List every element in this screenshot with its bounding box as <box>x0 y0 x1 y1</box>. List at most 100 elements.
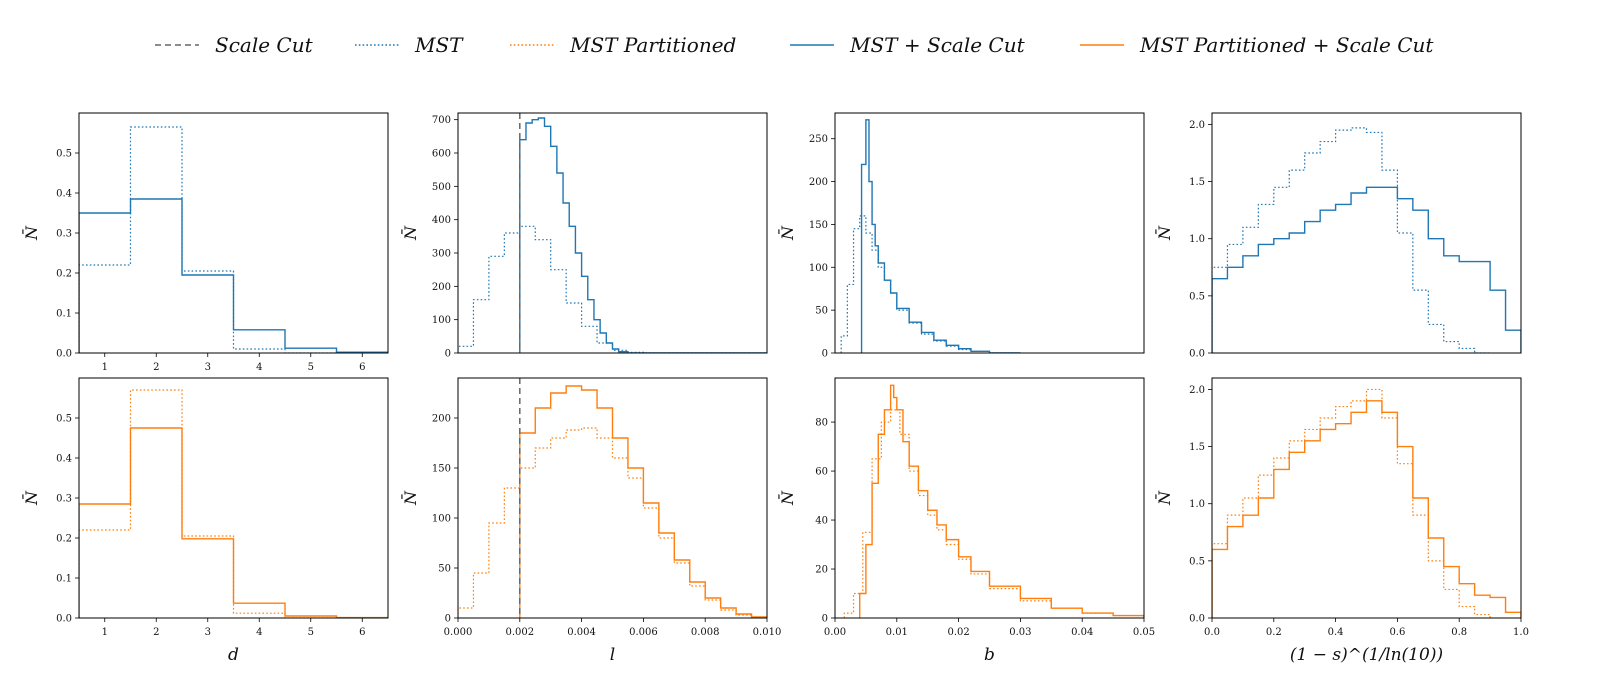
x-tick-label: 3 <box>205 362 211 373</box>
y-tick-label: 0.0 <box>1189 614 1205 625</box>
y-tick-label: 0.5 <box>56 149 72 160</box>
axes-frame <box>457 377 768 619</box>
x-tick-label: 0.04 <box>1071 627 1093 638</box>
series-orange-solid <box>1212 400 1521 618</box>
y-tick-label: 0.5 <box>1189 556 1205 567</box>
x-tick-label: 5 <box>308 627 314 638</box>
y-tick-label: 300 <box>432 249 451 260</box>
series-orange-solid <box>79 427 388 618</box>
x-tick-label: 0.004 <box>567 627 596 638</box>
y-tick-label: 100 <box>809 263 828 274</box>
y-tick-label: 50 <box>438 564 451 575</box>
y-tick-label: 200 <box>809 177 828 188</box>
y-axis-label: N̄ <box>1153 490 1174 506</box>
x-tick-label: 0.4 <box>1328 627 1344 638</box>
x-axis-label: (1 − s)^(1/ln(10)) <box>1290 645 1443 665</box>
y-tick-label: 0 <box>822 349 828 360</box>
panel-1-3: 0.0 0.5 1.0 1.5 2.0 0.0 0.2 0.4 0.6 0.8 1.0 N̄ (1 − … <box>1153 377 1529 665</box>
y-tick-label: 1.0 <box>1189 499 1205 510</box>
y-tick-label: 1.0 <box>1189 234 1205 245</box>
y-tick-label: 100 <box>432 315 451 326</box>
y-axis-label: N̄ <box>1153 225 1174 241</box>
y-tick-label: 600 <box>432 149 451 160</box>
series-orange-dotted <box>79 389 388 618</box>
y-tick-label: 100 <box>432 514 451 525</box>
y-axis-label: N̄ <box>776 490 797 506</box>
panels: 0.00.10.20.30.40.51 2 3 4 5 6N̄01002003004005… <box>20 112 1529 665</box>
y-axis-label: N̄ <box>776 225 797 241</box>
legend-label-3: MST + Scale Cut <box>849 33 1026 57</box>
x-axis-label: d <box>228 645 239 665</box>
axes-frame <box>834 377 1145 619</box>
x-tick-label: 0.8 <box>1451 627 1467 638</box>
panel-0-0: 0.0 0.1 0.2 0.3 0.4 0.5 1 2 3 4 5 6 N̄ <box>20 112 389 373</box>
panel-1-2: 0 20 40 60 80 0.00 0.01 0.02 0.03 0.04 0.05 N̄ b <box>776 377 1155 665</box>
y-axis-label: N̄ <box>20 225 41 241</box>
legend-label-4: MST Partitioned + Scale Cut <box>1139 33 1434 57</box>
y-tick-label: 0 <box>822 614 828 625</box>
y-tick-label: 2.0 <box>1189 120 1205 131</box>
x-tick-label: 0.002 <box>505 627 534 638</box>
x-tick-label: 4 <box>256 627 262 638</box>
y-tick-label: 40 <box>815 516 828 527</box>
y-tick-label: 1.5 <box>1189 177 1205 188</box>
series-blue-dotted <box>458 225 767 353</box>
y-tick-label: 0 <box>445 614 451 625</box>
series-blue-solid <box>860 119 1021 353</box>
y-tick-label: 60 <box>815 467 828 478</box>
y-tick-label: 150 <box>809 220 828 231</box>
x-tick-label: 0.0 <box>1204 627 1220 638</box>
panel-1-0: 0.0 0.1 0.2 0.3 0.4 0.5 1 2 3 4 5 6 N̄ d <box>20 377 389 665</box>
y-tick-label: 80 <box>815 418 828 429</box>
x-tick-label: 0.006 <box>629 627 658 638</box>
y-tick-label: 0.1 <box>56 574 72 585</box>
x-tick-label: 3 <box>205 627 211 638</box>
y-tick-label: 700 <box>432 115 451 126</box>
y-tick-label: 500 <box>432 182 451 193</box>
x-axis-label: l <box>610 645 615 665</box>
axes-frame <box>1211 112 1522 354</box>
y-tick-label: 0.5 <box>56 414 72 425</box>
x-tick-label: 0.02 <box>947 627 969 638</box>
y-tick-label: 200 <box>432 282 451 293</box>
series-blue-solid <box>519 117 767 353</box>
y-tick-label: 150 <box>432 464 451 475</box>
y-tick-label: 0.4 <box>56 189 72 200</box>
x-tick-label: 1.0 <box>1513 627 1529 638</box>
x-axis-label: b <box>984 645 995 665</box>
x-tick-label: 2 <box>153 362 159 373</box>
axes-frame <box>834 112 1145 354</box>
panel-0-1: 0 100 200 300 400 500 600 700 N̄ <box>399 112 768 360</box>
series-blue-dotted <box>79 126 388 353</box>
x-tick-label: 0.00 <box>824 627 846 638</box>
legend-label-1: MST <box>414 33 464 57</box>
y-tick-label: 0.5 <box>1189 291 1205 302</box>
series-orange-solid <box>519 385 767 618</box>
panel-1-1: 0 50 100 150 200 0.000 0.002 0.004 0.006 0.008 0.0… <box>399 377 781 665</box>
y-tick-label: 20 <box>815 565 828 576</box>
x-tick-label: 0.01 <box>886 627 908 638</box>
y-tick-label: 50 <box>815 306 828 317</box>
x-tick-label: 4 <box>256 362 262 373</box>
y-tick-label: 0.3 <box>56 494 72 505</box>
x-tick-label: 0.000 <box>444 627 473 638</box>
y-tick-label: 0.3 <box>56 229 72 240</box>
legend: Scale Cut MST MST Partitioned MST + Scale C… <box>155 33 1434 57</box>
axes-frame <box>457 112 768 354</box>
y-tick-label: 0.1 <box>56 309 72 320</box>
x-tick-label: 6 <box>359 362 365 373</box>
x-tick-label: 0.2 <box>1266 627 1282 638</box>
series-orange-dotted <box>458 427 767 618</box>
y-tick-label: 1.5 <box>1189 442 1205 453</box>
x-tick-label: 0.03 <box>1009 627 1031 638</box>
x-tick-label: 0.05 <box>1133 627 1155 638</box>
y-tick-label: 0.4 <box>56 454 72 465</box>
x-tick-label: 0.008 <box>691 627 720 638</box>
x-tick-label: 1 <box>102 362 108 373</box>
legend-label-0: Scale Cut <box>215 33 314 57</box>
series-orange-solid <box>859 384 1144 618</box>
y-tick-label: 0 <box>445 349 451 360</box>
panel-0-3: 0.0 0.5 1.0 1.5 2.0 N̄ <box>1153 112 1522 360</box>
x-tick-label: 1 <box>102 627 108 638</box>
y-axis-label: N̄ <box>399 490 420 506</box>
